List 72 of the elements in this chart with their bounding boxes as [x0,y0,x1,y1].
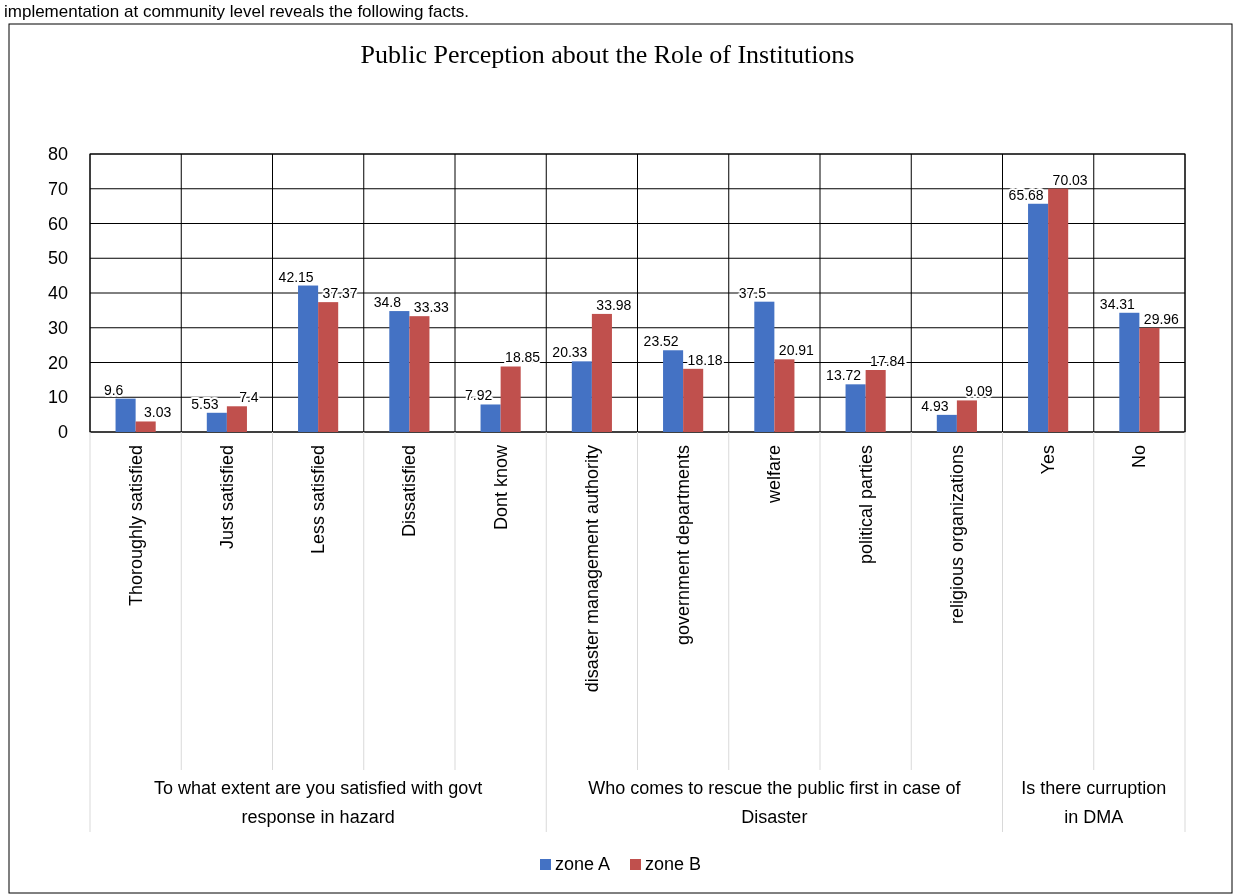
chart-title: Public Perception about the Role of Institutions [360,40,855,69]
text: implementation at community level reveals the following facts. [4,2,469,21]
bar [226,406,247,432]
data-label: 42.15 [278,268,314,285]
x-tick-label: religious organizations [946,445,967,625]
data-label: 70.03 [1052,171,1088,188]
bar [1139,327,1160,432]
data-label: 20.91 [778,342,815,359]
data-label: 33.98 [596,296,632,313]
data-label: 5.53 [191,395,219,412]
x-tick-label: Thoroughly satisfied [125,445,146,607]
data-label: 37.5 [738,284,767,301]
bar [409,316,430,432]
legend-label: zone B [645,854,702,874]
text: To what extent are you satisfied with govt response in hazard [154,778,483,827]
bar [1028,203,1049,432]
data-label: 29.96 [1143,310,1180,327]
y-tick-label: 30 [47,317,68,338]
x-tick-label: No [1129,445,1150,469]
x-tick-label: welfare [764,445,785,505]
text: Is there curruption in DMA [1021,778,1167,827]
data-label: 13.72 [826,367,862,384]
legend-label: zone A [555,854,611,874]
bar [663,350,684,432]
bar [845,384,866,432]
x-tick-label: Dont know [490,444,511,531]
data-label: 18.85 [505,349,541,366]
bar [571,361,592,432]
data-label: 65.68 [1008,186,1044,203]
data-label: 20.33 [552,344,588,361]
y-tick-label: 20 [47,352,68,373]
data-label: 33.33 [413,299,450,316]
y-tick-label: 60 [47,213,68,234]
bar [591,313,612,432]
bar [1119,312,1140,432]
bar [683,368,704,432]
y-tick-label: 70 [47,178,68,199]
bar [956,400,977,432]
y-tick-label: 50 [47,248,68,269]
x-tick-label: Just satisfied [216,445,237,550]
y-tick-label: 0 [57,422,68,442]
bar [206,412,227,432]
bar [135,421,156,432]
data-label: 37.37 [322,285,358,302]
text: Who comes to rescue the public first in case of Disaster [588,778,962,827]
data-label: 34.8 [373,294,402,311]
data-label: 3.03 [144,404,172,421]
bar [936,414,957,432]
bar [318,302,339,432]
y-tick-label: 80 [47,144,68,164]
x-tick-label: government departments [673,445,694,646]
y-tick-label: 10 [47,387,68,408]
bar [389,311,410,432]
bar [500,366,521,432]
data-label: 9.09 [965,383,993,400]
bar [865,370,886,432]
data-label: 23.52 [643,333,679,350]
bar [115,398,136,432]
data-label: 4.93 [921,397,949,414]
x-tick-label: Yes [1038,445,1059,475]
y-tick-label: 40 [47,283,68,303]
bar [298,285,319,432]
data-label: 9.6 [103,381,124,398]
x-tick-label: Less satisfied [308,445,329,555]
x-tick-label: political parties [855,445,876,565]
bar [754,301,775,432]
x-tick-label: Dissatisfied [399,445,420,538]
bar [480,404,501,432]
data-label: 34.31 [1099,295,1136,312]
bar [774,359,795,432]
x-tick-label: disaster management authority [581,445,602,693]
bar [1048,188,1069,432]
